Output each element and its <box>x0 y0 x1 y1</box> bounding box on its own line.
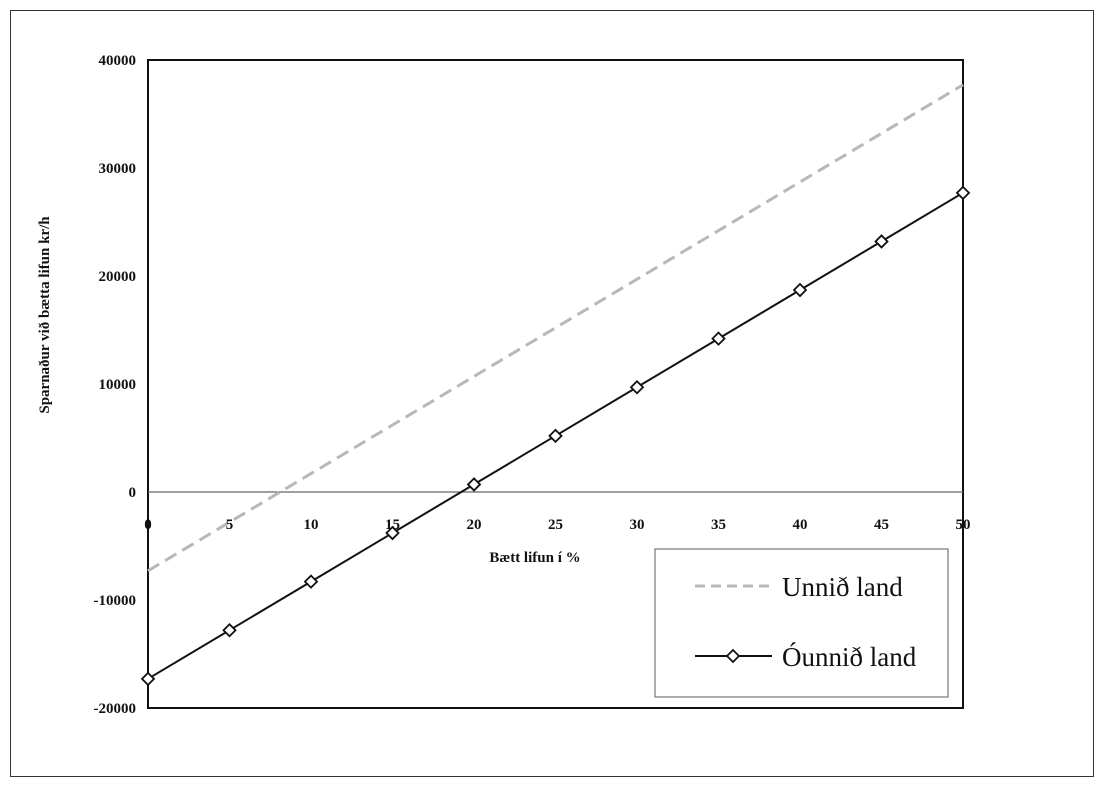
y-tick-label: 20000 <box>99 269 137 285</box>
data-point <box>629 379 645 395</box>
data-point <box>303 574 319 589</box>
x-tick-label: 15 <box>385 517 400 533</box>
y-tick-label: -10000 <box>94 593 137 609</box>
x-tick-label: 20 <box>467 517 482 533</box>
x-tick-label: 0 <box>144 517 152 533</box>
legend-marker <box>725 648 741 664</box>
data-point <box>792 282 808 298</box>
data-point <box>548 428 563 444</box>
x-tick-label: 40 <box>793 517 808 533</box>
data-point <box>385 525 400 541</box>
legend: Unnið land Óunnið land <box>654 548 949 698</box>
data-point <box>140 671 156 687</box>
data-point <box>466 477 482 492</box>
plot-area <box>147 59 964 709</box>
x-tick-label: 10 <box>304 517 319 533</box>
series-line-1 <box>147 83 964 573</box>
y-tick-label: 10000 <box>99 377 137 393</box>
legend-box <box>654 548 949 698</box>
x-tick-labels: 0 5 10 15 20 25 30 35 40 45 50 <box>144 517 970 533</box>
data-point <box>874 234 889 249</box>
y-tick-label: 40000 <box>99 53 137 69</box>
data-point <box>955 185 971 201</box>
y-tick-label: 0 <box>129 485 137 501</box>
series-group <box>140 83 971 687</box>
y-tick-label: -20000 <box>94 701 137 717</box>
legend-label: Unnið land <box>782 572 903 602</box>
data-point <box>711 331 726 346</box>
legend-label: Óunnið land <box>782 642 917 672</box>
y-axis-title: Sparnaður við bætta lifun kr/h <box>37 216 53 414</box>
y-tick-label: 30000 <box>99 161 137 177</box>
x-tick-label: 5 <box>226 517 234 533</box>
x-tick-label: 30 <box>630 517 645 533</box>
x-axis-title: Bætt lifun í % <box>489 550 580 566</box>
x-tick-label: 25 <box>548 517 563 533</box>
x-tick-label: 45 <box>874 517 889 533</box>
data-point <box>222 622 237 638</box>
x-tick-label: 35 <box>711 517 726 533</box>
x-tick-label: 50 <box>956 517 971 533</box>
plot-border <box>147 59 964 709</box>
y-tick-labels: 40000 30000 20000 10000 0 -10000 -20000 <box>94 53 137 717</box>
